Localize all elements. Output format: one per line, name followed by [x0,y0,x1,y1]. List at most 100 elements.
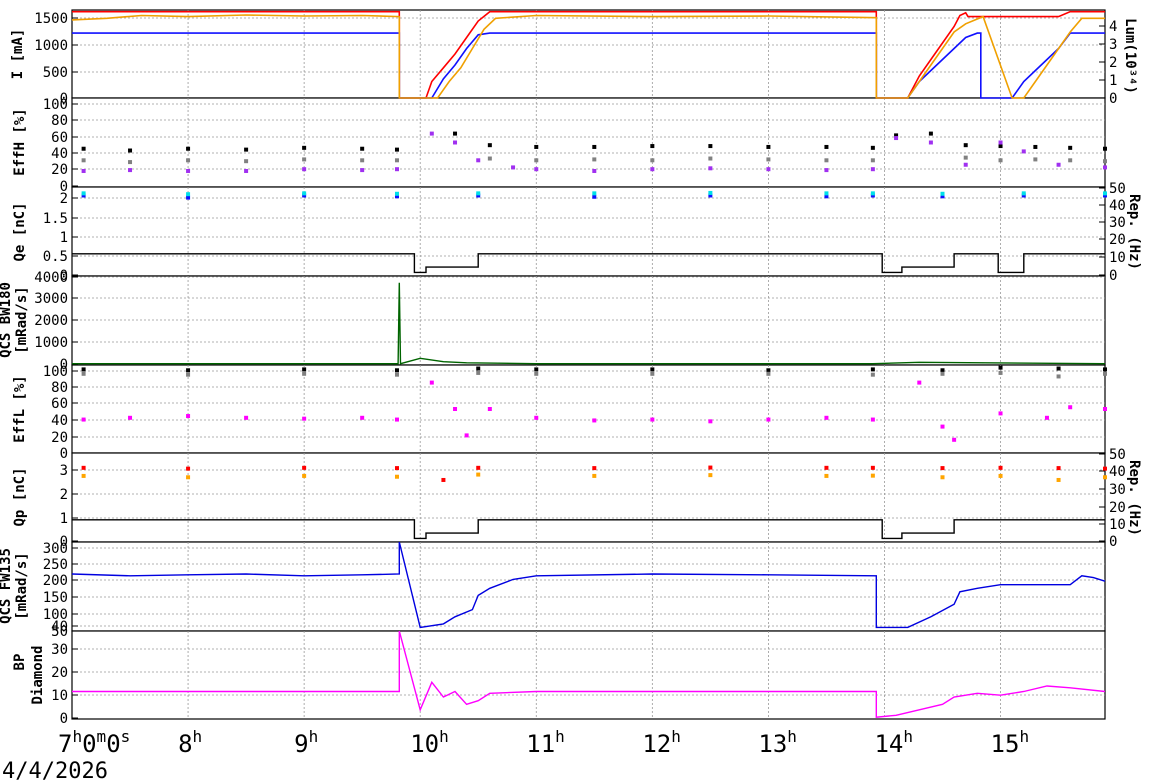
point-qp-0 [81,465,86,470]
y-tick-label: 2 [60,487,68,503]
y-tick-label: 0 [60,534,68,550]
point-eff_l-1 [650,371,655,376]
point-eff_h-2 [534,167,539,172]
point-eff_l-2 [81,417,86,422]
point-eff_h-1 [394,158,399,163]
point-eff_h-1 [650,158,655,163]
y-tick-label: 20 [51,665,68,681]
point-eff_h-0 [81,146,86,151]
point-eff_h-2 [870,167,875,172]
series-qe_rep-0 [72,253,1105,274]
point-eff_l-1 [1056,374,1061,379]
y-tick-label: 1 [60,230,68,246]
panel-current [71,9,1106,99]
point-eff_l-1 [870,372,875,377]
point-eff_h-2 [511,165,516,170]
point-eff_h-0 [244,147,249,152]
y-tick-label: 40 [51,146,68,162]
y-tick-label: 1500 [34,11,68,27]
right-tick-label: 10 [1109,517,1126,533]
point-qp-1 [302,473,307,478]
point-eff_h-2 [394,167,399,172]
point-eff_l-2 [1103,407,1107,411]
y-tick-label: 2 [60,191,68,207]
point-eff_h-0 [302,145,307,150]
right-tick-label: 40 [1109,198,1126,214]
point-eff_l-0 [650,367,655,372]
point-eff_l-2 [128,415,133,420]
point-qp-0 [870,465,875,470]
point-eff_l-1 [940,371,945,376]
ylabel-qe: Qe [nC] [12,202,28,261]
point-eff_h-0 [963,143,968,148]
ylabel-qcs-fw-top: QCS FW135 [0,548,14,624]
point-eff_h-2 [453,140,458,145]
point-eff_h-0 [928,131,933,136]
right-tick-label: 40 [1109,464,1126,480]
y-tick-label: 250 [43,557,68,573]
point-eff_l-2 [534,415,539,420]
point-qe-1 [302,191,307,196]
point-eff_l-0 [870,367,875,372]
point-eff_l-2 [998,411,1003,416]
point-qe-0 [592,194,597,199]
point-qp-1 [592,473,597,478]
point-qp-0 [592,466,597,471]
point-eff_l-2 [453,407,458,411]
y-tick-label: 0 [60,711,68,727]
point-eff_l-1 [302,371,307,376]
point-eff_h-1 [534,158,539,163]
point-eff_h-1 [244,159,249,164]
y-tick-label: 3000 [34,291,68,307]
point-eff_h-0 [534,144,539,149]
point-eff_h-0 [766,144,771,149]
point-qp-0 [1056,466,1061,471]
y-tick-label: 10 [51,688,68,704]
point-eff_h-1 [128,160,133,165]
point-eff_l-2 [766,417,771,422]
right-tick-label: 0 [1109,534,1117,550]
panel-eff_l [71,364,1106,454]
right-tick-label: 30 [1109,482,1126,498]
point-eff_h-0 [1068,145,1073,150]
point-eff_h-2 [429,131,434,136]
point-qe-1 [186,192,191,197]
y-tick-label: 80 [51,380,68,396]
y-tick-label: 1.5 [43,211,68,227]
x-tick-label: 10h [410,727,449,758]
point-qp-1 [476,472,481,477]
point-eff_l-1 [534,371,539,376]
point-eff_l-2 [186,414,191,419]
point-eff_h-0 [870,145,875,150]
point-eff_l-1 [186,372,191,377]
point-eff_l-0 [1056,366,1061,371]
series-current-2 [71,14,1105,99]
rlabel-qe-rep: Rep. (Hz) [1126,194,1142,270]
y-tick-label: 30 [51,642,68,658]
point-qe-1 [394,191,399,196]
right-tick-label: 20 [1109,232,1126,248]
x-tick-label: 8h [178,727,202,758]
point-qe-1 [870,191,875,196]
x-tick-label: 11h [526,727,565,758]
y-tick-label: 0 [60,357,68,373]
point-qp-1 [394,474,399,479]
point-qp-0 [302,465,307,470]
point-eff_l-0 [534,367,539,372]
point-eff_l-2 [708,419,713,424]
point-eff_h-2 [1103,165,1107,170]
ylabel-qcs-bw-top: QCS BW180 [0,282,14,358]
point-eff_h-2 [1056,162,1061,167]
point-eff_h-2 [998,140,1003,145]
point-qe-1 [1021,191,1026,196]
y-tick-label: 20 [51,430,68,446]
series-current-1 [72,32,1105,99]
x-tick-label: 14h [874,727,913,758]
ylabel-bp-top: BP [12,654,28,671]
point-eff_h-2 [360,168,365,173]
point-eff_h-0 [360,146,365,151]
y-tick-label: 1000 [34,335,68,351]
point-qp-1 [998,473,1003,478]
y-tick-label: 0.5 [43,249,68,265]
y-tick-label: 50 [51,624,68,640]
